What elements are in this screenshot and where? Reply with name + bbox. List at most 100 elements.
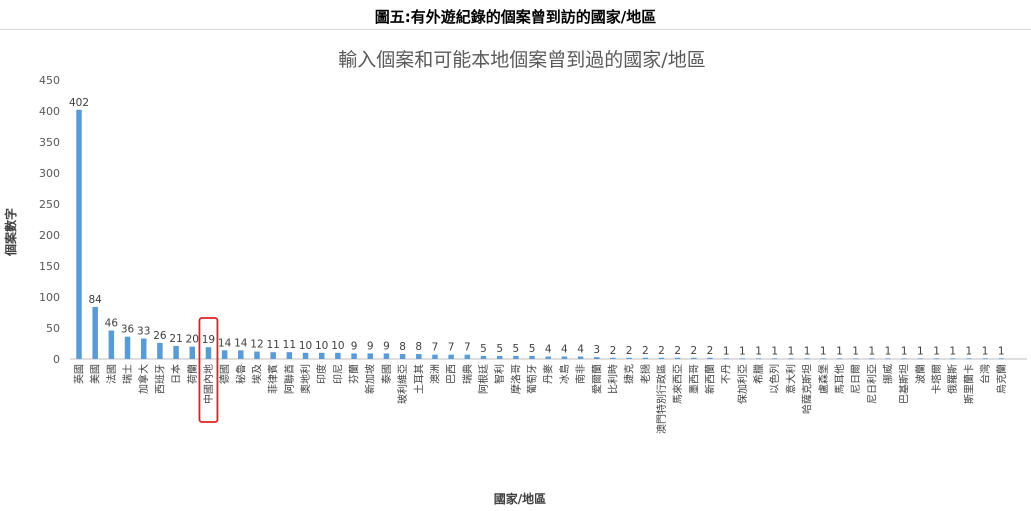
- y-tick-label: 250: [39, 198, 60, 211]
- bar: [205, 347, 212, 359]
- bar: [852, 358, 859, 360]
- bar: [140, 338, 147, 359]
- title-divider: [0, 29, 1031, 30]
- x-tick-label: 西班牙: [154, 364, 166, 394]
- data-label: 1: [982, 345, 989, 357]
- x-tick-label: 荷蘭: [186, 364, 199, 384]
- x-axis-ticks: 英國 美國 法國 瑞士 加拿大 西班牙 日本 荷蘭 中國內地 德國 秘魯 埃及 菲律賓 阿聯酋 奧地利 印度印…: [73, 364, 1008, 434]
- data-label: 1: [836, 345, 843, 357]
- data-label: 10: [299, 340, 312, 352]
- x-tick-label: 冰島: [558, 364, 571, 384]
- data-label: 19: [202, 334, 215, 346]
- bar: [836, 358, 843, 360]
- bar: [367, 353, 373, 359]
- x-tick-label: 捷克: [623, 364, 636, 384]
- x-tick-label: 埃及: [250, 364, 263, 384]
- x-tick-label: 意大利: [784, 364, 797, 394]
- data-label: 1: [933, 345, 940, 357]
- x-tick-label: 巴基斯坦: [898, 364, 911, 404]
- data-label: 8: [415, 341, 422, 353]
- bar: [157, 342, 163, 359]
- x-tick-label: 馬耳他: [833, 364, 846, 394]
- data-label: 10: [315, 340, 328, 352]
- data-label: 33: [137, 326, 150, 338]
- bar: [771, 358, 778, 360]
- x-tick-label: 愛爾蘭: [590, 364, 603, 394]
- y-tick-label: 300: [39, 167, 60, 180]
- bar: [173, 345, 179, 359]
- data-label: 5: [529, 343, 536, 355]
- x-tick-label: 智利: [493, 364, 506, 384]
- bar: [302, 352, 309, 359]
- x-tick-label: 台灣: [979, 364, 992, 384]
- bar: [901, 358, 907, 360]
- bar: [432, 354, 438, 359]
- bar: [254, 351, 260, 359]
- bar: [610, 357, 616, 359]
- bar: [318, 352, 325, 359]
- data-label: 1: [739, 345, 746, 357]
- x-tick-label: 巴西: [446, 364, 458, 384]
- bar: [448, 354, 454, 359]
- bar: [124, 336, 131, 359]
- x-tick-label: 日本: [170, 364, 183, 384]
- data-label: 1: [723, 345, 730, 357]
- bar: [739, 358, 746, 360]
- data-label: 2: [690, 345, 697, 357]
- data-label: 4: [561, 344, 568, 356]
- bar: [577, 356, 584, 359]
- data-label: 4: [577, 344, 584, 356]
- x-tick-label: 挪威: [882, 364, 895, 384]
- data-label: 5: [513, 343, 520, 355]
- x-tick-label: 加拿大: [137, 364, 150, 394]
- bar: [626, 357, 632, 359]
- x-tick-label: 新西蘭: [704, 364, 717, 394]
- bar: [788, 358, 794, 360]
- data-label: 9: [351, 340, 358, 352]
- x-tick-label: 印尼: [332, 364, 344, 384]
- data-label: 9: [367, 340, 374, 352]
- data-label: 1: [868, 345, 875, 357]
- bar: [513, 355, 519, 359]
- bar: [351, 353, 357, 359]
- x-tick-label: 烏克蘭: [995, 364, 1008, 394]
- bar: [480, 355, 487, 359]
- bar: [383, 353, 390, 359]
- data-label: 20: [186, 334, 199, 346]
- x-tick-label: 摩洛哥: [509, 364, 522, 394]
- y-tick-label: 350: [39, 136, 60, 149]
- bar: [917, 358, 924, 360]
- data-label: 1: [966, 345, 973, 357]
- y-tick-label: 0: [53, 353, 60, 366]
- data-label: 9: [383, 340, 390, 352]
- data-label: 14: [234, 337, 248, 349]
- bar: [221, 350, 228, 359]
- data-label: 2: [610, 345, 617, 357]
- y-tick-label: 150: [39, 260, 60, 273]
- y-axis: 0 50 100 150 200 250 300 350 400 450: [39, 74, 60, 366]
- x-tick-label: 新加坡: [364, 364, 377, 394]
- bar: [92, 306, 98, 359]
- data-label: 1: [788, 345, 795, 357]
- data-label: 2: [626, 345, 633, 357]
- x-tick-label: 波蘭: [914, 364, 927, 384]
- x-tick-label: 希臘: [752, 364, 765, 384]
- x-tick-label: 老撾: [639, 364, 652, 384]
- x-tick-label: 泰國: [380, 364, 393, 384]
- x-tick-label: 俄羅斯: [946, 364, 959, 394]
- bar: [804, 358, 810, 360]
- bar: [674, 357, 681, 359]
- x-tick-label: 阿聯酋: [283, 364, 296, 394]
- data-label: 1: [949, 345, 956, 357]
- x-tick-label: 玻利維亞: [396, 364, 409, 404]
- bar: [982, 358, 988, 360]
- x-tick-label: 以色列: [768, 364, 781, 394]
- x-tick-label: 澳洲: [428, 364, 441, 384]
- highlight-box: [198, 317, 219, 423]
- bar: [416, 354, 422, 359]
- bar: [966, 358, 972, 360]
- x-tick-label: 芬蘭: [348, 364, 361, 384]
- x-tick-label: 比利時: [607, 364, 619, 394]
